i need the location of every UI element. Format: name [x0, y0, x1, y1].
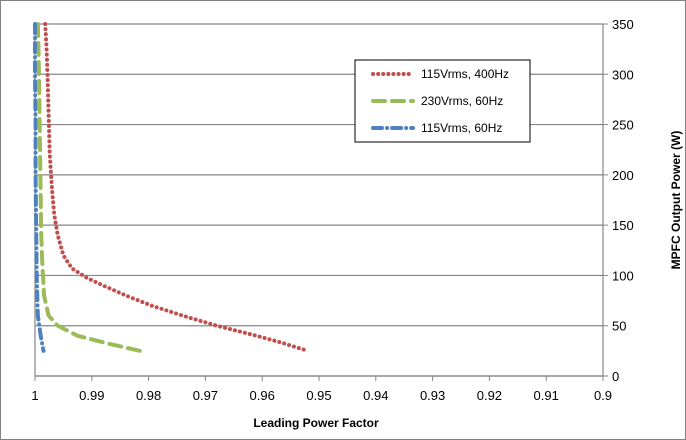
series-line-2: [33, 22, 46, 353]
y-tick-label: 250: [612, 118, 634, 133]
y-tick-label: 0: [612, 369, 619, 384]
x-tick-label: 1: [31, 388, 38, 403]
legend-label: 230Vrms, 60Hz: [421, 94, 503, 108]
series-line-0: [43, 22, 310, 353]
y-tick-label: 300: [612, 67, 634, 82]
legend-label: 115Vrms, 400Hz: [421, 67, 509, 81]
y-tick-label: 350: [612, 17, 634, 32]
legend-items: 115Vrms, 400Hz 230Vrms, 60Hz 115Vrms, 60Hz: [371, 67, 509, 135]
x-tick-label: 0.91: [534, 388, 559, 403]
x-tick-label: 0.96: [250, 388, 275, 403]
x-tick-label: 0.93: [420, 388, 445, 403]
y-tick-label: 150: [612, 218, 634, 233]
x-axis-title: Leading Power Factor: [253, 416, 379, 430]
y-tick-label: 100: [612, 268, 634, 283]
legend: 115Vrms, 400Hz 230Vrms, 60Hz 115Vrms, 60Hz: [354, 59, 531, 143]
x-tick-label: 0.99: [79, 388, 104, 403]
x-tick-label: 0.94: [363, 388, 388, 403]
series-line-1: [35, 22, 143, 353]
tick-label-layer: 1 0.99 0.98 0.97 0.96 0.95 0.94 0.93 0.92 0.91 0.9…: [31, 17, 633, 403]
x-tick-label: 0.95: [306, 388, 331, 403]
y-tick-label: 200: [612, 168, 634, 183]
y-axis-title: MPFC Output Power (W): [669, 131, 683, 270]
series-layer: [33, 22, 310, 353]
x-tick-label: 0.9: [594, 388, 612, 403]
x-tick-label: 0.98: [136, 388, 161, 403]
grid-layer: [35, 23, 603, 377]
y-tick-label: 50: [612, 319, 626, 334]
legend-label: 115Vrms, 60Hz: [421, 121, 502, 135]
x-tick-label: 0.97: [193, 388, 218, 403]
x-tick-label: 0.92: [477, 388, 502, 403]
